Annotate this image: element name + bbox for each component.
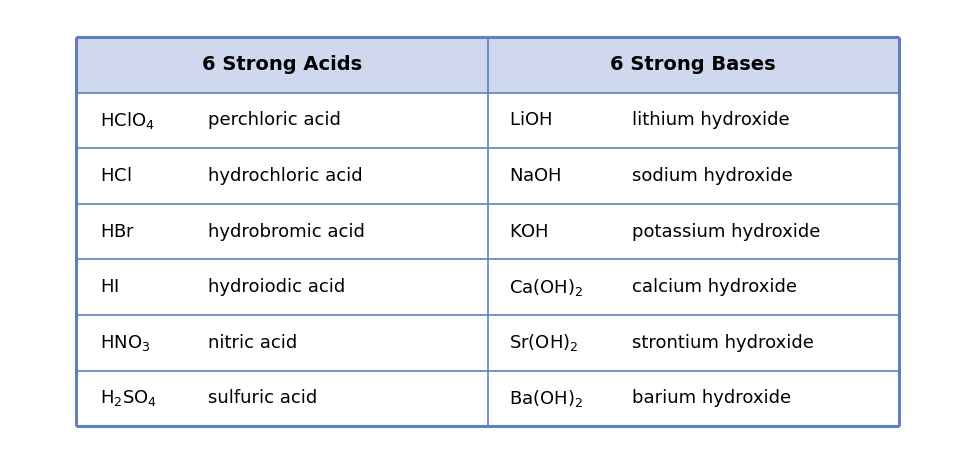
Text: $\mathregular{LiOH}$: $\mathregular{LiOH}$ [509, 111, 552, 129]
Bar [76, 204, 488, 259]
Bar [488, 37, 899, 92]
Bar [76, 371, 488, 426]
Bar [488, 259, 899, 315]
Bar [76, 92, 488, 148]
Text: sodium hydroxide: sodium hydroxide [632, 167, 793, 185]
Text: calcium hydroxide: calcium hydroxide [632, 278, 797, 296]
Bar [488, 371, 899, 426]
Text: $\mathregular{KOH}$: $\mathregular{KOH}$ [509, 223, 549, 240]
Bar [488, 92, 899, 148]
Text: lithium hydroxide: lithium hydroxide [632, 111, 790, 129]
Text: sulfuric acid: sulfuric acid [208, 389, 317, 407]
Text: $\mathregular{HClO_4}$: $\mathregular{HClO_4}$ [100, 110, 155, 131]
Text: barium hydroxide: barium hydroxide [632, 389, 791, 407]
Text: perchloric acid: perchloric acid [208, 111, 340, 129]
Bar [76, 37, 488, 92]
Bar [488, 148, 899, 204]
Text: $\mathregular{HI}$: $\mathregular{HI}$ [100, 278, 119, 296]
Text: $\mathregular{H_2SO_4}$: $\mathregular{H_2SO_4}$ [100, 388, 158, 409]
Text: nitric acid: nitric acid [208, 334, 297, 352]
Bar [488, 315, 899, 371]
Bar [76, 315, 488, 371]
Text: hydroiodic acid: hydroiodic acid [208, 278, 345, 296]
Bar [488, 204, 899, 259]
Text: $\mathregular{NaOH}$: $\mathregular{NaOH}$ [509, 167, 562, 185]
Text: $\mathregular{HCl}$: $\mathregular{HCl}$ [100, 167, 132, 185]
Text: 6 Strong Bases: 6 Strong Bases [610, 55, 776, 74]
Text: potassium hydroxide: potassium hydroxide [632, 223, 820, 240]
Text: $\mathregular{HBr}$: $\mathregular{HBr}$ [100, 223, 136, 240]
Bar [76, 259, 488, 315]
Text: $\mathregular{HNO_3}$: $\mathregular{HNO_3}$ [100, 333, 151, 353]
Text: hydrobromic acid: hydrobromic acid [208, 223, 365, 240]
Text: $\mathregular{Ca(OH)_2}$: $\mathregular{Ca(OH)_2}$ [509, 277, 583, 298]
Bar [76, 148, 488, 204]
Text: $\mathregular{Sr(OH)_2}$: $\mathregular{Sr(OH)_2}$ [509, 332, 578, 353]
Text: hydrochloric acid: hydrochloric acid [208, 167, 363, 185]
Text: 6 Strong Acids: 6 Strong Acids [202, 55, 362, 74]
Text: strontium hydroxide: strontium hydroxide [632, 334, 814, 352]
Text: $\mathregular{Ba(OH)_2}$: $\mathregular{Ba(OH)_2}$ [509, 388, 583, 409]
